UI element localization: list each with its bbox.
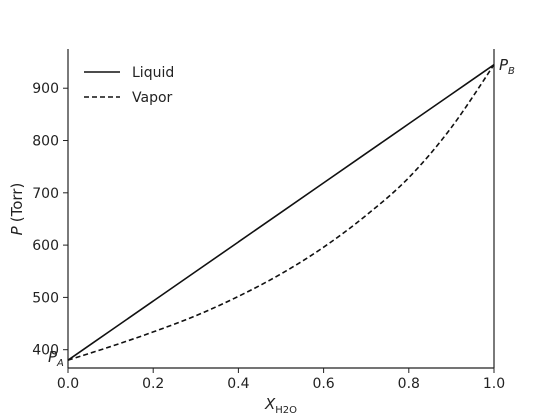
x-axis-label: XH2O (264, 395, 297, 413)
series-line-liquid (67, 64, 495, 361)
legend-label-liquid: Liquid (132, 65, 174, 81)
series-layer (67, 64, 495, 361)
x-tick-label: 0.6 (312, 376, 334, 392)
y-tick-label: 600 (32, 238, 59, 254)
annotation-pb-sub: B (508, 66, 515, 77)
y-axis-label-main: P (8, 225, 26, 235)
x-tick-label: 1.0 (483, 376, 505, 392)
annotation-pb: PB (499, 56, 515, 77)
y-tick-label: 700 (32, 186, 59, 202)
x-axis-label-main: X (264, 395, 276, 413)
y-tick-label: 800 (32, 134, 59, 150)
legend: Liquid Vapor (84, 65, 174, 106)
x-tick-label: 0.0 (57, 376, 79, 392)
y-axis-label: P (Torr) (8, 183, 26, 236)
annotation-pb-main: P (499, 56, 509, 74)
legend-label-vapor: Vapor (132, 90, 173, 106)
x-axis-label-subscript: H2O (275, 405, 297, 413)
y-tick-label: 900 (32, 81, 59, 97)
annotation-pa-sub: A (56, 358, 64, 369)
series-line-vapor (67, 64, 495, 361)
axes-frame (67, 49, 495, 369)
annotation-pa-main: P (48, 348, 58, 366)
x-tick-label: 0.2 (142, 376, 164, 392)
y-axis-label-unit: (Torr) (8, 183, 26, 223)
x-tick-label: 0.8 (398, 376, 420, 392)
y-tick-label: 400 (32, 343, 59, 359)
y-tick-label: 500 (32, 290, 59, 306)
x-tick-label: 0.4 (227, 376, 249, 392)
ticks: 0.0 0.2 0.4 0.6 0.8 1.0 400 500 600 700 800 900 (32, 81, 505, 392)
annotation-pa: PA (48, 348, 64, 369)
